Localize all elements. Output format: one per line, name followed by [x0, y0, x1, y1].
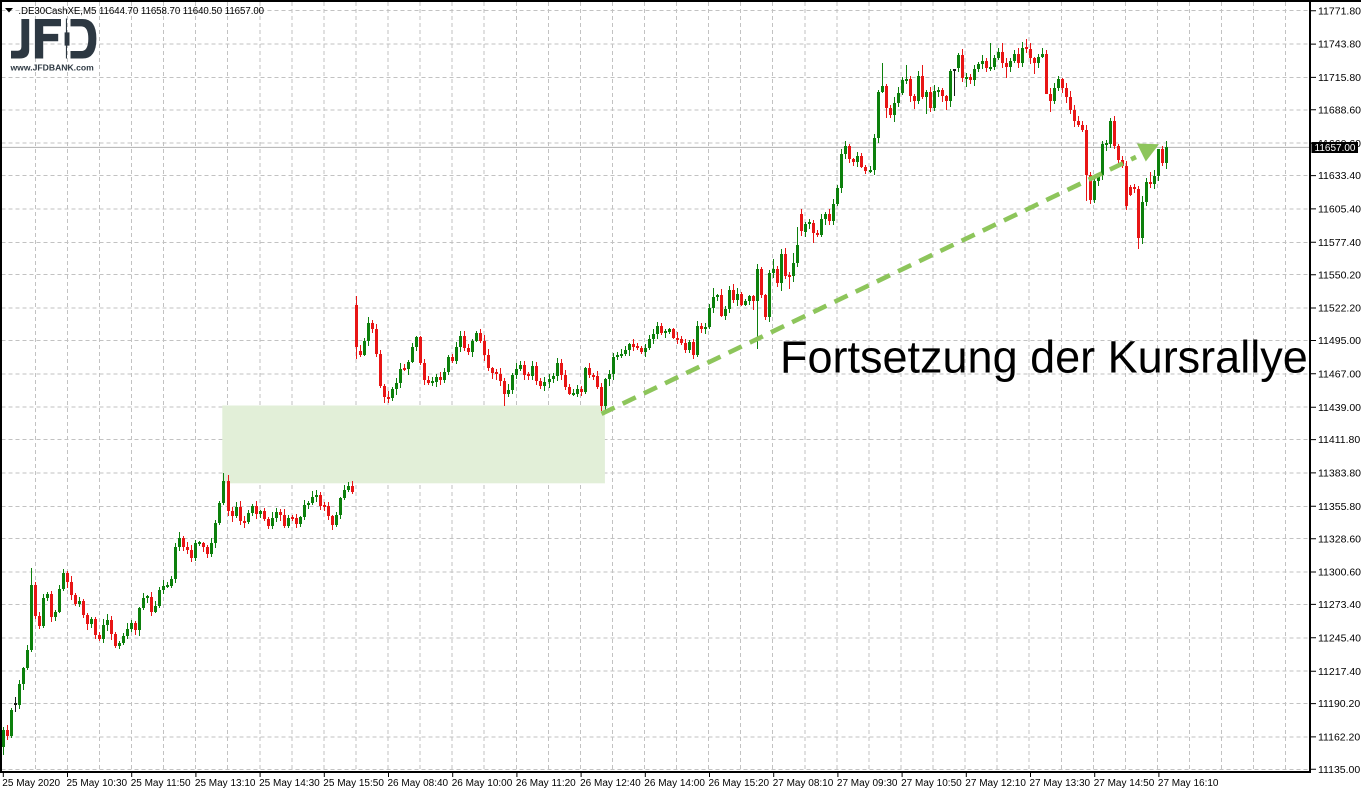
- svg-text:11217.40: 11217.40: [1318, 666, 1361, 678]
- svg-text:26 May 10:00: 26 May 10:00: [452, 778, 513, 789]
- svg-text:11355.80: 11355.80: [1318, 501, 1361, 513]
- svg-text:11657.00: 11657.00: [1315, 143, 1356, 154]
- svg-text:11273.40: 11273.40: [1318, 599, 1361, 611]
- svg-text:11135.00: 11135.00: [1318, 764, 1360, 776]
- svg-text:27 May 08:10: 27 May 08:10: [773, 778, 834, 789]
- svg-text:25 May 11:50: 25 May 11:50: [131, 778, 191, 789]
- svg-text:11771.80: 11771.80: [1318, 5, 1361, 17]
- svg-text:11715.80: 11715.80: [1318, 72, 1361, 84]
- svg-text:26 May 12:40: 26 May 12:40: [580, 778, 641, 789]
- svg-text:26 May 14:00: 26 May 14:00: [644, 778, 705, 789]
- svg-text:11328.60: 11328.60: [1318, 533, 1361, 545]
- svg-text:11633.40: 11633.40: [1318, 170, 1361, 182]
- svg-text:11162.20: 11162.20: [1318, 732, 1360, 744]
- svg-text:25 May 2020: 25 May 2020: [2, 778, 60, 789]
- svg-text:.DE30CashXE,M5 11644.70 11658: .DE30CashXE,M5 11644.70 11658.70 11640.5…: [18, 6, 264, 17]
- svg-text:25 May 13:10: 25 May 13:10: [195, 778, 256, 789]
- svg-text:27 May 12:10: 27 May 12:10: [965, 778, 1026, 789]
- svg-text:11190.20: 11190.20: [1318, 698, 1360, 710]
- svg-text:11439.00: 11439.00: [1318, 402, 1361, 414]
- svg-text:www.JFDBANK.com: www.JFDBANK.com: [10, 63, 95, 73]
- svg-text:11245.40: 11245.40: [1318, 632, 1361, 644]
- svg-text:11300.60: 11300.60: [1318, 567, 1361, 579]
- svg-text:26 May 08:40: 26 May 08:40: [388, 778, 449, 789]
- svg-text:26 May 15:20: 26 May 15:20: [709, 778, 770, 789]
- svg-text:25 May 15:50: 25 May 15:50: [323, 778, 384, 789]
- svg-text:27 May 14:50: 27 May 14:50: [1094, 778, 1155, 789]
- svg-text:11411.80: 11411.80: [1318, 434, 1360, 446]
- svg-text:11577.40: 11577.40: [1318, 237, 1361, 249]
- svg-text:27 May 16:10: 27 May 16:10: [1158, 778, 1219, 789]
- svg-text:11605.40: 11605.40: [1318, 204, 1361, 216]
- svg-text:Fortsetzung der Kursrallye: Fortsetzung der Kursrallye: [780, 332, 1308, 383]
- svg-text:11743.80: 11743.80: [1318, 39, 1361, 51]
- svg-text:11688.60: 11688.60: [1318, 104, 1361, 116]
- svg-text:11467.00: 11467.00: [1318, 368, 1361, 380]
- svg-text:25 May 10:30: 25 May 10:30: [67, 778, 128, 789]
- svg-text:11522.20: 11522.20: [1318, 303, 1361, 315]
- svg-text:27 May 10:50: 27 May 10:50: [901, 778, 962, 789]
- svg-text:11550.20: 11550.20: [1318, 269, 1361, 281]
- svg-text:11383.80: 11383.80: [1318, 468, 1361, 480]
- svg-text:25 May 14:30: 25 May 14:30: [259, 778, 320, 789]
- svg-text:27 May 13:30: 27 May 13:30: [1030, 778, 1091, 789]
- svg-text:11495.00: 11495.00: [1318, 335, 1361, 347]
- svg-text:27 May 09:30: 27 May 09:30: [837, 778, 898, 789]
- svg-text:26 May 11:20: 26 May 11:20: [516, 778, 576, 789]
